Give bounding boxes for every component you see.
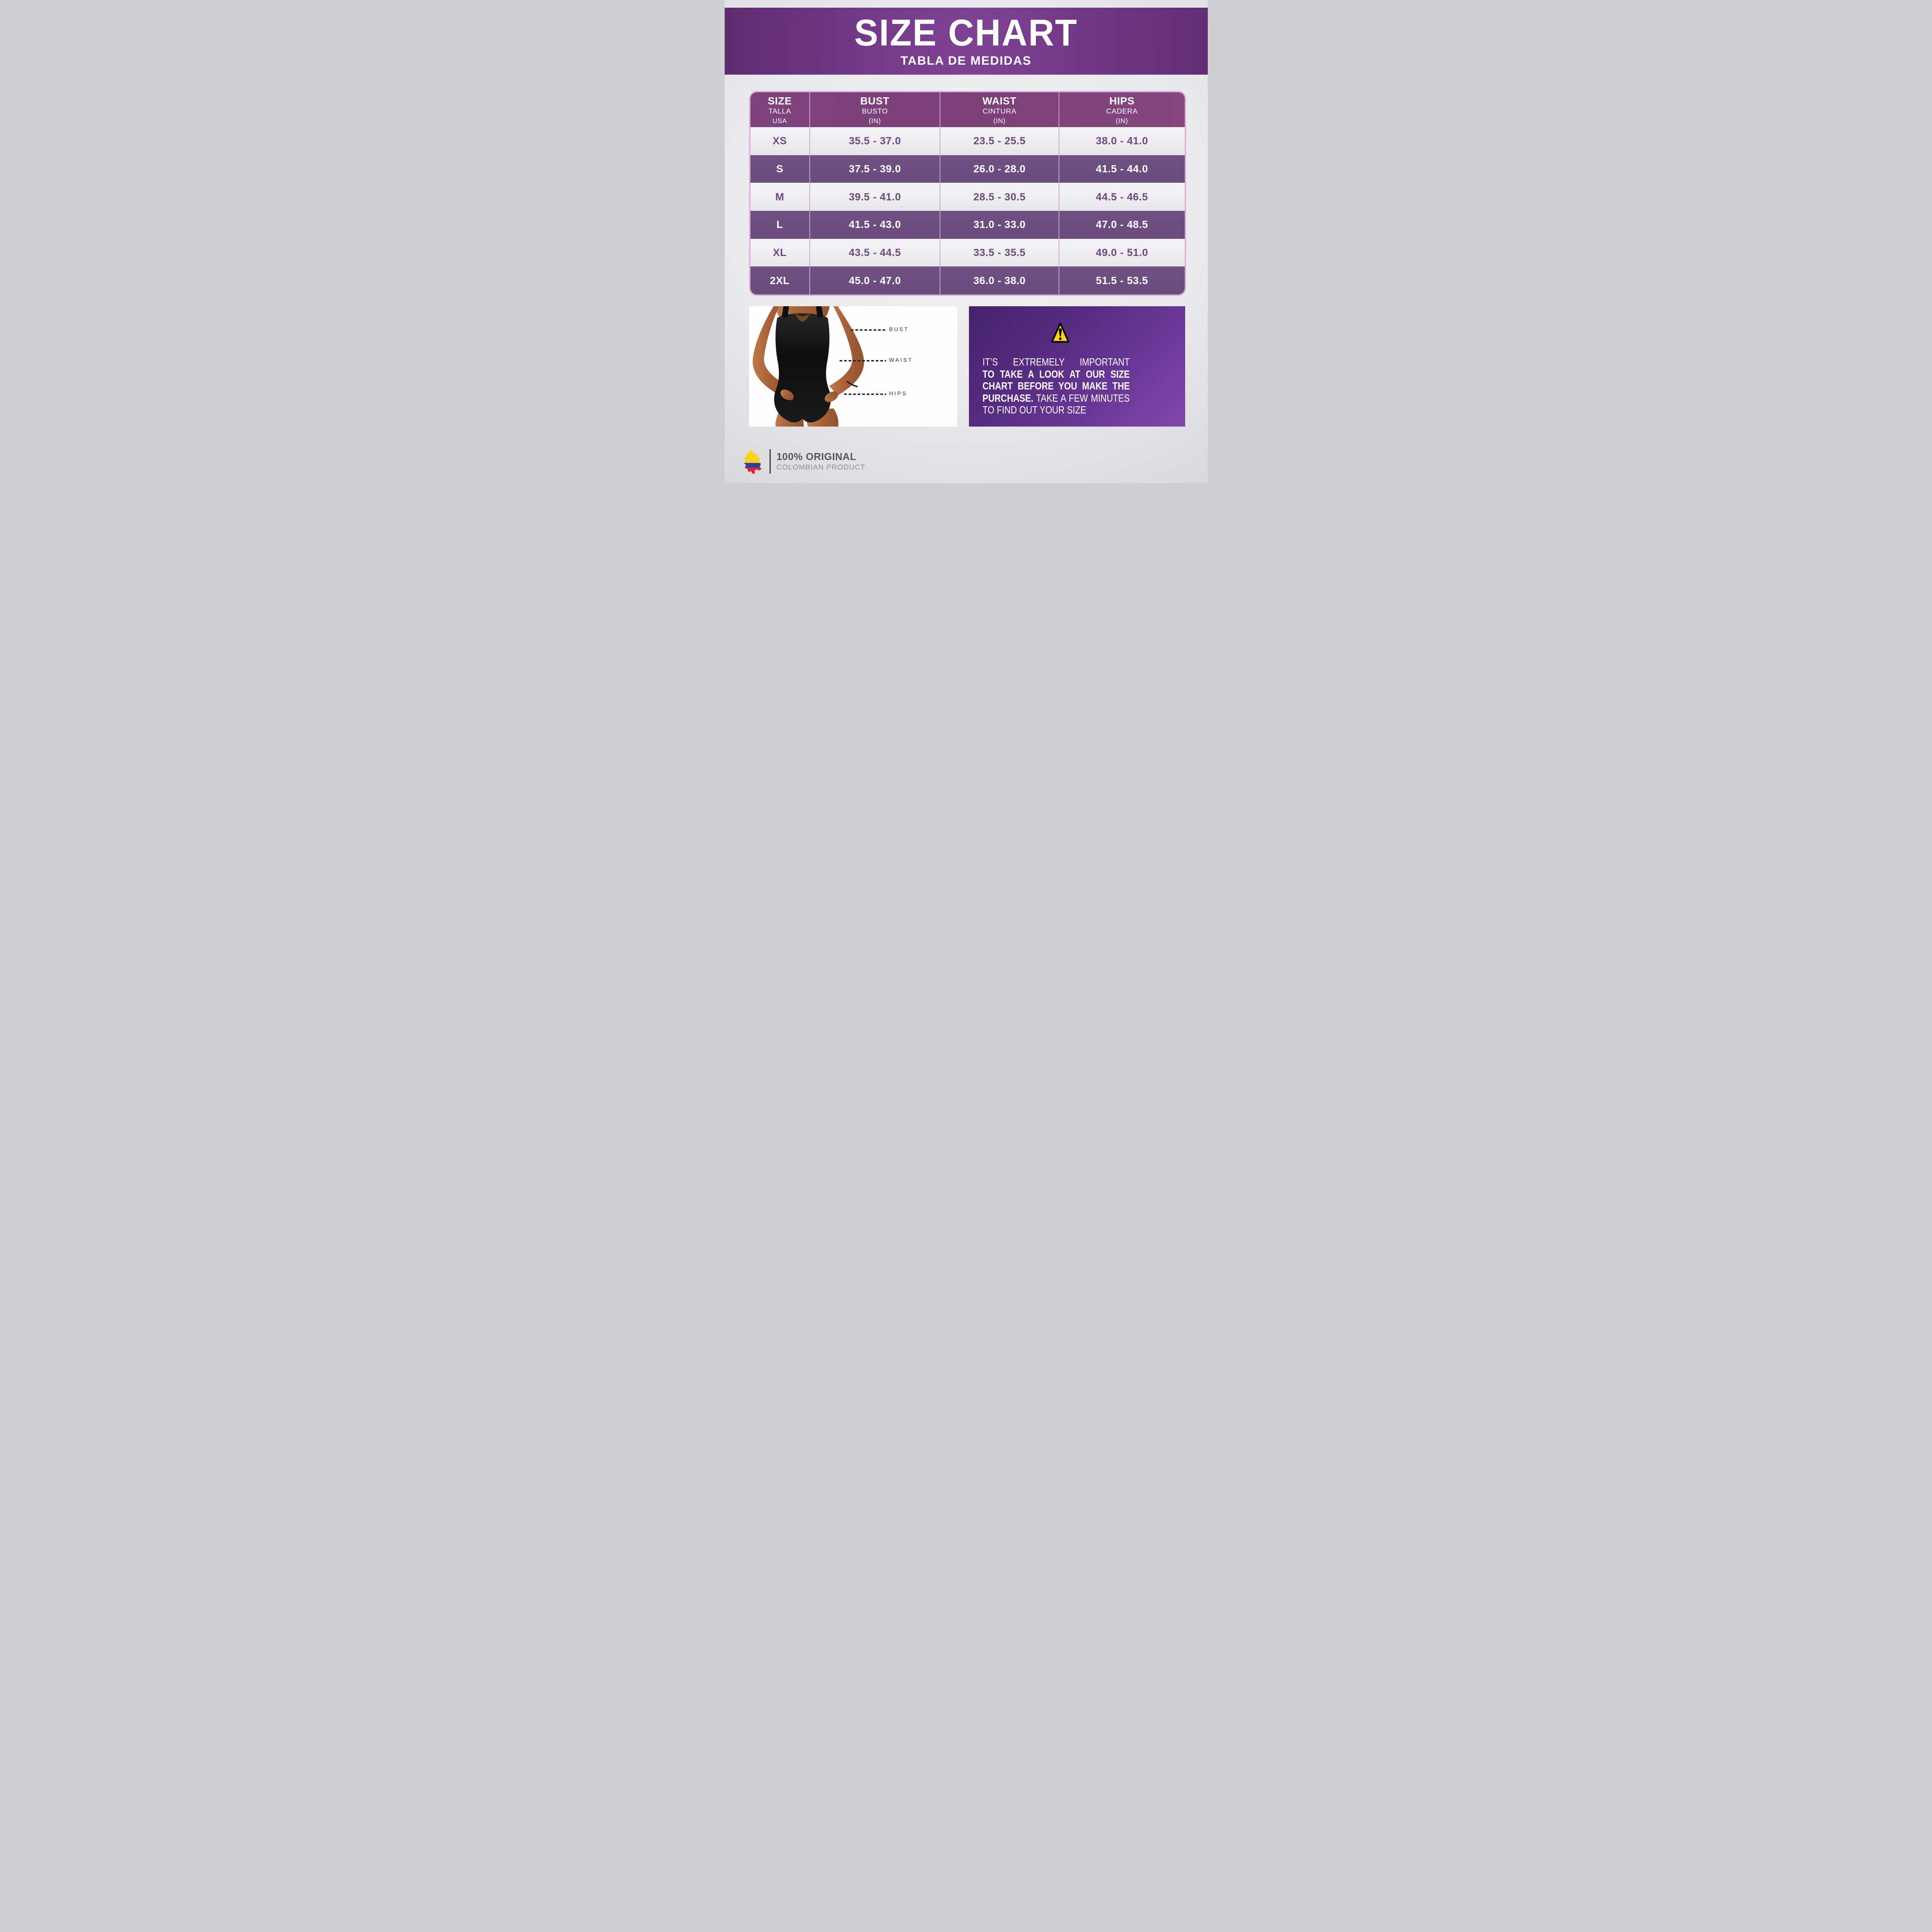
header-cell-size: SIZE TALLA USA <box>750 92 810 127</box>
waist-cell: 26.0 - 28.0 <box>940 155 1059 183</box>
header-cell-bust: BUST BUSTO (IN) <box>809 92 940 127</box>
header-unit: (IN) <box>993 117 1006 125</box>
bust-cell: 37.5 - 39.0 <box>809 155 940 183</box>
table-row-xl: XL 43.5 - 44.5 33.5 - 35.5 49.0 - 51.0 <box>750 238 1185 267</box>
table-row-xs: XS 35.5 - 37.0 23.5 - 25.5 38.0 - 41.0 <box>750 127 1185 155</box>
waist-line <box>839 360 886 361</box>
colombia-map-icon <box>744 450 762 474</box>
brand-badge: 100% ORIGINAL COLOMBIAN PRODUCT <box>743 449 866 474</box>
header-title: BUST <box>860 95 890 107</box>
table-row-s: S 37.5 - 39.0 26.0 - 28.0 41.5 - 44.0 <box>750 155 1185 183</box>
warning-segment: TO FIND OUT YOUR SIZE <box>982 404 1086 416</box>
header-cell-hips: HIPS CADERA (IN) <box>1059 92 1184 127</box>
warning-line: CHART BEFORE YOU MAKE THE <box>983 380 1130 392</box>
header-cell-waist: WAIST CINTURA (IN) <box>940 92 1059 127</box>
hips-cell: 49.0 - 51.0 <box>1059 238 1184 267</box>
header-subtitle: CINTURA <box>983 108 1016 115</box>
header-unit: USA <box>772 117 787 125</box>
brand-separator <box>769 449 771 474</box>
page-subtitle: TABLA DE MEDIDAS <box>900 54 1032 67</box>
hips-cell: 41.5 - 44.0 <box>1059 155 1184 183</box>
table-row-2xl: 2XL 45.0 - 47.0 36.0 - 38.0 51.5 - 53.5 <box>750 266 1185 294</box>
size-cell: S <box>776 163 783 175</box>
header-subtitle: CADERA <box>1106 108 1138 115</box>
header-title: SIZE <box>768 95 792 107</box>
bust-line <box>850 329 886 331</box>
size-cell: XL <box>773 247 787 259</box>
warning-line: TO TAKE A LOOK AT OUR SIZE <box>983 368 1130 380</box>
table-row-m: M 39.5 - 41.0 28.5 - 30.5 44.5 - 46.5 <box>750 183 1185 211</box>
warning-text: IT’S EXTREMELY IMPORTANT TO TAKE A LOOK A… <box>983 356 1130 416</box>
page-title: SIZE CHART <box>854 11 1078 54</box>
warning-segment: TO TAKE A LOOK AT OUR SIZE <box>982 368 1130 380</box>
table-header-row: SIZE TALLA USA BUST BUSTO (IN) WAIST CINTURA (IN… <box>750 92 1185 127</box>
warning-segment: PURCHASE. <box>982 392 1033 404</box>
warning-segment: TAKE A FEW MINUTES <box>1033 392 1130 404</box>
waist-cell: 28.5 - 30.5 <box>940 183 1059 211</box>
size-cell: L <box>776 218 783 231</box>
header-subtitle: TALLA <box>768 108 791 115</box>
waist-cell: 33.5 - 35.5 <box>940 238 1059 267</box>
waist-cell: 23.5 - 25.5 <box>940 127 1059 155</box>
warning-panel: IT’S EXTREMELY IMPORTANT TO TAKE A LOOK A… <box>968 306 1185 427</box>
photo-panel: BUST WAIST HIPS <box>749 306 957 427</box>
hips-line <box>844 394 886 395</box>
size-cell: 2XL <box>769 274 790 286</box>
hips-cell: 44.5 - 46.5 <box>1059 183 1184 211</box>
size-cell: XS <box>772 135 787 147</box>
warning-segment: CHART BEFORE YOU MAKE THE <box>982 380 1130 392</box>
header-title: WAIST <box>982 95 1017 107</box>
bust-cell: 45.0 - 47.0 <box>809 266 940 294</box>
bust-cell: 41.5 - 43.0 <box>809 211 940 239</box>
model-photo <box>752 306 864 427</box>
warning-segment: IT’S EXTREMELY IMPORTANT <box>982 356 1130 368</box>
header-subtitle: BUSTO <box>862 108 888 115</box>
waist-cell: 36.0 - 38.0 <box>940 266 1059 294</box>
header-banner: SIZE CHART TABLA DE MEDIDAS <box>724 8 1208 75</box>
brand-line2: COLOMBIAN PRODUCT <box>776 463 866 471</box>
header-unit: (IN) <box>869 117 881 125</box>
bust-cell: 35.5 - 37.0 <box>809 127 940 155</box>
hips-cell: 51.5 - 53.5 <box>1059 266 1184 294</box>
warning-triangle-icon <box>1051 322 1069 343</box>
warning-line: TO FIND OUT YOUR SIZE <box>983 404 1130 416</box>
brand-text: 100% ORIGINAL COLOMBIAN PRODUCT <box>776 451 866 471</box>
table-row-l: L 41.5 - 43.0 31.0 - 33.0 47.0 - 48.5 <box>750 211 1185 239</box>
waist-cell: 31.0 - 33.0 <box>940 211 1059 239</box>
size-table: SIZE TALLA USA BUST BUSTO (IN) WAIST CINTURA (IN… <box>749 91 1186 296</box>
brand-line1: 100% ORIGINAL <box>776 451 856 462</box>
header-title: HIPS <box>1109 95 1135 107</box>
size-cell: M <box>775 190 784 203</box>
header-unit: (IN) <box>1116 117 1128 125</box>
bust-cell: 39.5 - 41.0 <box>809 183 940 211</box>
warning-line: PURCHASE. TAKE A FEW MINUTES <box>983 392 1130 404</box>
waist-label: WAIST <box>889 357 913 363</box>
bust-cell: 43.5 - 44.5 <box>809 238 940 267</box>
hips-cell: 38.0 - 41.0 <box>1059 127 1184 155</box>
warning-line: IT’S EXTREMELY IMPORTANT <box>983 356 1130 368</box>
hips-label: HIPS <box>889 390 907 397</box>
hips-cell: 47.0 - 48.5 <box>1059 211 1184 239</box>
bust-label: BUST <box>889 326 909 332</box>
page-background: SIZE CHART TABLA DE MEDIDAS SIZE TALLA USA… <box>724 0 1208 483</box>
